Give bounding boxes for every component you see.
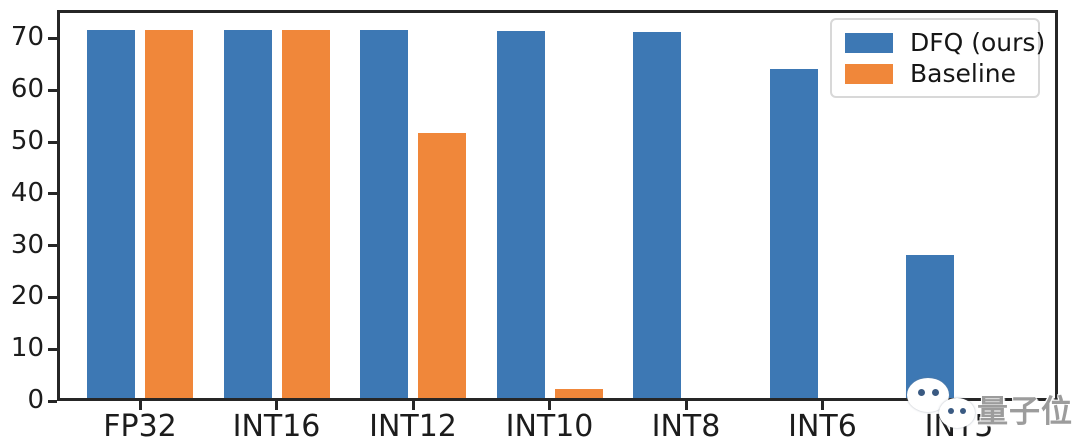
wechat-icon-eye <box>918 389 925 396</box>
y-axis-tick <box>48 399 57 403</box>
wechat-icon-eye <box>960 408 966 414</box>
legend-item-baseline: Baseline <box>832 59 1038 88</box>
x-tick-label: INT6 <box>788 409 857 444</box>
legend-label-dfq: DFQ (ours) <box>910 28 1046 57</box>
bar-dfq-int12 <box>360 30 408 401</box>
x-tick-label: FP32 <box>103 409 177 444</box>
bar-dfq-int8 <box>633 31 681 401</box>
x-tick-label: INT10 <box>505 409 594 444</box>
y-axis-tick <box>48 295 57 299</box>
y-tick-label: 10 <box>10 333 44 364</box>
y-tick-label: 30 <box>10 229 44 260</box>
x-axis-tick <box>138 401 142 410</box>
baseline-color-swatch <box>845 63 893 84</box>
x-tick-label: INT12 <box>369 409 457 444</box>
y-axis-tick <box>48 244 57 248</box>
legend-item-dfq: DFQ (ours) <box>832 28 1045 57</box>
bar-baseline-int10 <box>554 389 603 401</box>
bar-dfq-fp32 <box>87 29 135 401</box>
wechat-icon <box>939 398 975 428</box>
bar-baseline-int12 <box>418 133 466 401</box>
y-tick-label: 70 <box>10 22 44 53</box>
bar-dfq-int6 <box>769 68 818 401</box>
legend-box: DFQ (ours) Baseline <box>830 18 1045 98</box>
y-axis-tick <box>48 88 57 92</box>
y-tick-label: 40 <box>10 177 44 208</box>
x-axis-tick <box>684 401 688 410</box>
y-axis-tick <box>48 347 57 351</box>
y-axis-tick <box>48 140 57 144</box>
x-axis-tick <box>821 401 824 410</box>
y-axis-tick <box>48 192 57 196</box>
y-tick-label: 50 <box>10 126 44 157</box>
legend-label-baseline: Baseline <box>910 59 1016 88</box>
bar-dfq-int10 <box>496 30 545 401</box>
bar-dfq-int16 <box>223 29 272 401</box>
y-tick-label: 0 <box>27 385 44 415</box>
bar-dfq-int5 <box>906 254 954 401</box>
wechat-icon-eye <box>932 389 939 396</box>
watermark-text: 量子位 <box>977 394 1073 430</box>
bar-baseline-fp32 <box>145 29 193 401</box>
x-axis-tick <box>411 401 415 410</box>
x-tick-label: INT16 <box>232 409 321 444</box>
x-axis-tick <box>275 401 278 410</box>
dfq-color-swatch <box>845 32 893 53</box>
y-axis-tick <box>48 36 57 40</box>
y-tick-label: 60 <box>10 74 44 105</box>
bar-baseline-int16 <box>281 29 330 401</box>
x-axis-tick <box>548 401 551 410</box>
qbitai-watermark: 量子位 <box>893 370 1073 440</box>
x-tick-label: INT8 <box>651 409 721 444</box>
wechat-icon-eye <box>948 408 954 414</box>
y-tick-label: 20 <box>10 281 44 312</box>
